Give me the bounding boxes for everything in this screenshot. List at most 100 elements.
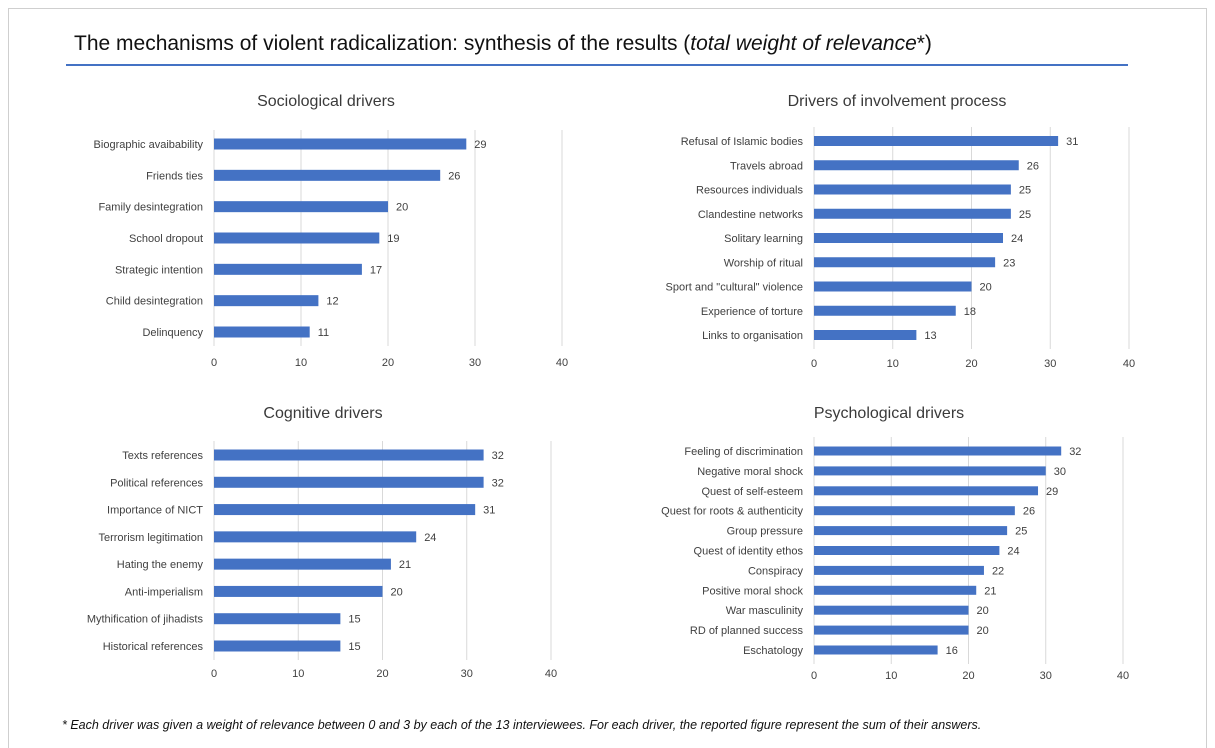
value-label-texts-references: 32 (492, 450, 504, 462)
category-label-resources-individuals: Resources individuals (696, 185, 803, 197)
bar-negative-moral-shock (814, 466, 1046, 476)
category-label-eschatology: Eschatology (743, 645, 803, 657)
chart-psychological-drivers: Psychological drivers 0 10 20 30 40 Feeling of… (661, 405, 1129, 682)
value-label-eschatology: 16 (946, 645, 958, 657)
value-label-terrorism-legitimation: 24 (424, 532, 436, 544)
category-label-refusal-of-islamic-bodies: Refusal of Islamic bodies (681, 136, 804, 148)
value-label-friends-ties: 26 (448, 170, 460, 182)
category-label-political-references: Political references (110, 477, 203, 489)
bar-quest-of-identity-ethos (814, 546, 1000, 555)
category-label-sport-and-cultural-violence: Sport and "cultural" violence (666, 282, 803, 294)
bar-delinquency (214, 326, 310, 338)
figure-frame (8, 8, 1207, 748)
bar-links-to-organisation (814, 330, 917, 340)
bar-importance-of-nict (214, 504, 476, 516)
chart-title-drivers-of-involvement-process: Drivers of involvement process (788, 93, 1007, 110)
value-label-positive-moral-shock: 21 (984, 585, 996, 597)
value-label-sport-and-cultural-violence: 20 (980, 282, 992, 294)
bar-anti-imperialism (214, 585, 383, 597)
x-tick-label-psychological-drivers-20: 20 (962, 670, 974, 682)
value-label-quest-of-identity-ethos: 24 (1007, 546, 1019, 558)
bar-positive-moral-shock (814, 585, 977, 595)
bar-clandestine-networks (814, 208, 1011, 219)
value-label-links-to-organisation: 13 (924, 330, 936, 342)
value-label-strategic-intention: 17 (370, 264, 382, 276)
bar-resources-individuals (814, 184, 1011, 195)
value-label-delinquency: 11 (318, 327, 329, 339)
bar-war-masculinity (814, 605, 969, 615)
bar-historical-references (214, 640, 341, 652)
bar-school-dropout (214, 232, 380, 244)
category-label-family-desintegration: Family desintegration (98, 202, 203, 214)
value-label-conspiracy: 22 (992, 565, 1004, 577)
bar-travels-abroad (814, 160, 1019, 171)
x-tick-label-sociological-drivers-0: 0 (211, 357, 217, 369)
chart-title-sociological-drivers: Sociological drivers (257, 93, 395, 110)
chart-involvement-process: Drivers of involvement process 0 10 20 30 40 R… (666, 93, 1136, 370)
x-tick-label-cognitive-drivers-10: 10 (292, 668, 304, 680)
value-label-school-dropout: 19 (387, 233, 399, 245)
category-label-positive-moral-shock: Positive moral shock (702, 585, 803, 597)
value-label-war-masculinity: 20 (977, 605, 989, 617)
category-label-mythification-of-jihadists: Mythification of jihadists (87, 614, 204, 626)
bar-solitary-learning (814, 233, 1003, 243)
value-label-rd-of-planned-success: 20 (977, 625, 989, 637)
bar-group-pressure (814, 526, 1008, 536)
value-label-feeling-of-discrimination: 32 (1069, 446, 1081, 458)
x-tick-label-cognitive-drivers-0: 0 (211, 668, 217, 680)
bar-friends-ties (214, 169, 441, 181)
category-label-links-to-organisation: Links to organisation (702, 330, 803, 342)
category-label-importance-of-nict: Importance of NICT (107, 505, 203, 517)
bar-child-desintegration (214, 295, 319, 307)
bar-rd-of-planned-success (814, 625, 969, 635)
category-label-friends-ties: Friends ties (146, 170, 203, 182)
category-label-texts-references: Texts references (122, 450, 203, 462)
value-label-travels-abroad: 26 (1027, 160, 1039, 172)
value-label-historical-references: 15 (348, 641, 360, 653)
value-label-quest-of-self-esteem: 29 (1046, 486, 1058, 498)
figure-title-italic: total weight of relevance (690, 32, 917, 55)
x-tick-label-sociological-drivers-30: 30 (469, 357, 481, 369)
value-label-worship-of-ritual: 23 (1003, 257, 1015, 269)
category-label-delinquency: Delinquency (142, 327, 203, 339)
x-tick-label-psychological-drivers-40: 40 (1117, 670, 1129, 682)
bar-hating-the-enemy (214, 558, 391, 570)
category-label-rd-of-planned-success: RD of planned success (690, 625, 804, 637)
category-label-quest-of-identity-ethos: Quest of identity ethos (694, 546, 804, 558)
chart-title-psychological-drivers: Psychological drivers (814, 405, 964, 422)
category-label-group-pressure: Group pressure (727, 526, 803, 538)
category-label-biographic-avaibability: Biographic avaibability (94, 139, 204, 151)
category-label-experience-of-torture: Experience of torture (701, 306, 803, 318)
bar-family-desintegration (214, 201, 388, 213)
title-underline (66, 64, 1128, 66)
bar-feeling-of-discrimination (814, 446, 1062, 456)
value-label-biographic-avaibability: 29 (474, 139, 486, 151)
bar-refusal-of-islamic-bodies (814, 136, 1059, 146)
value-label-group-pressure: 25 (1015, 526, 1027, 538)
category-label-hating-the-enemy: Hating the enemy (117, 559, 204, 571)
bar-worship-of-ritual (814, 257, 996, 268)
value-label-political-references: 32 (492, 477, 504, 489)
x-tick-label-cognitive-drivers-20: 20 (376, 668, 388, 680)
x-tick-label-drivers-of-involvement-process-0: 0 (811, 358, 817, 370)
chart-cognitive-drivers: Cognitive drivers 0 10 20 30 40 Texts referenc… (87, 405, 557, 680)
value-label-refusal-of-islamic-bodies: 31 (1066, 136, 1078, 148)
category-label-negative-moral-shock: Negative moral shock (697, 466, 803, 478)
value-label-family-desintegration: 20 (396, 202, 408, 214)
category-label-school-dropout: School dropout (129, 233, 203, 245)
bar-strategic-intention (214, 263, 362, 275)
category-label-worship-of-ritual: Worship of ritual (724, 257, 803, 269)
x-tick-label-sociological-drivers-40: 40 (556, 357, 568, 369)
bar-texts-references (214, 449, 484, 461)
figure-title: The mechanisms of violent radicalization… (74, 32, 932, 56)
x-tick-label-cognitive-drivers-40: 40 (545, 668, 557, 680)
category-label-terrorism-legitimation: Terrorism legitimation (98, 532, 203, 544)
category-label-feeling-of-discrimination: Feeling of discrimination (684, 446, 803, 458)
x-tick-label-drivers-of-involvement-process-20: 20 (965, 358, 977, 370)
category-label-travels-abroad: Travels abroad (730, 160, 803, 172)
value-label-quest-for-roots-authenticity: 26 (1023, 506, 1035, 518)
category-label-historical-references: Historical references (103, 641, 204, 653)
value-label-child-desintegration: 12 (326, 296, 338, 308)
chart-title-cognitive-drivers: Cognitive drivers (263, 405, 382, 422)
bar-eschatology (814, 645, 938, 655)
